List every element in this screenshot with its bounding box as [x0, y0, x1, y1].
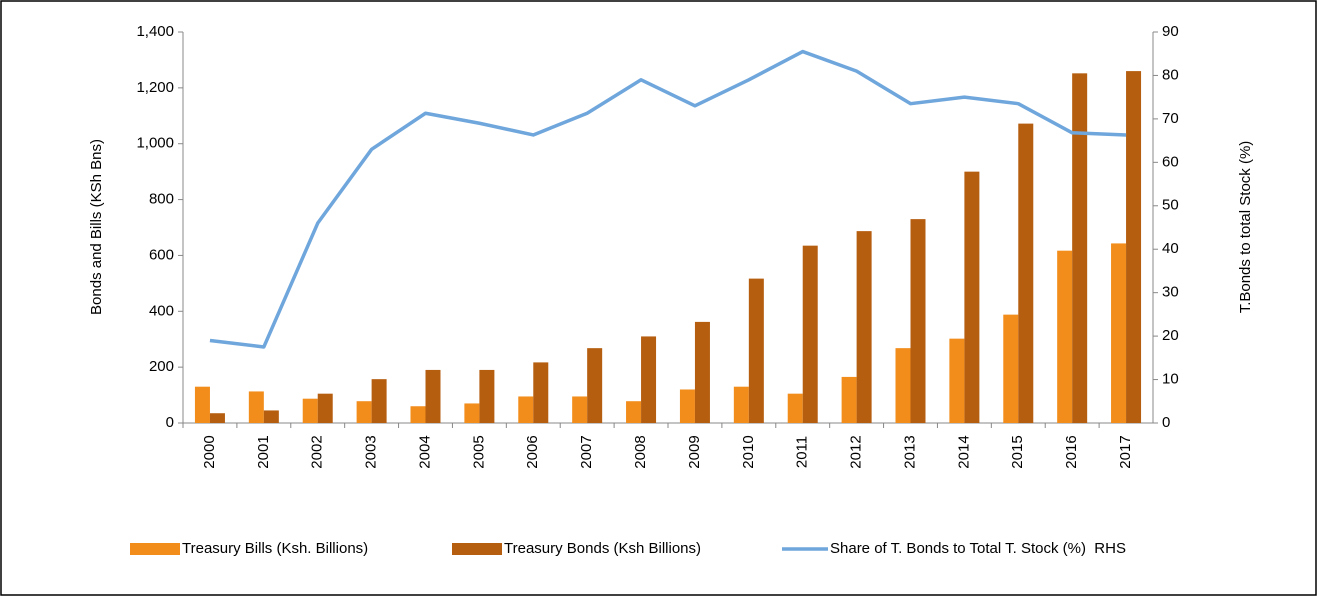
y-tick-label: 1,400: [136, 23, 174, 40]
bar: [856, 231, 872, 423]
y-tick-label: 0: [166, 414, 174, 431]
y2-tick-label: 0: [1162, 414, 1170, 431]
y2-tick-label: 20: [1162, 327, 1179, 344]
bar: [371, 379, 387, 423]
bar: [787, 393, 803, 423]
x-tick-label: 2014: [955, 435, 972, 468]
bar: [641, 336, 657, 423]
bar: [1111, 243, 1127, 423]
bar: [263, 410, 279, 423]
bar: [895, 348, 911, 423]
bar: [910, 219, 926, 423]
x-tick-label: 2016: [1063, 435, 1080, 468]
x-tick-label: 2012: [848, 435, 865, 468]
bar: [1072, 73, 1088, 423]
legend-label: Share of T. Bonds to Total T. Stock (%) …: [830, 540, 1126, 557]
y-tick-label: 1,000: [136, 135, 174, 152]
x-tick-label: 2008: [632, 435, 649, 468]
y-tick-label: 800: [149, 191, 174, 208]
bar: [209, 413, 225, 423]
bar: [1003, 314, 1019, 423]
x-tick-label: 2004: [416, 435, 433, 468]
x-tick-label: 2007: [578, 435, 595, 468]
y2-tick-label: 90: [1162, 23, 1179, 40]
bar: [1126, 71, 1142, 423]
bar: [694, 321, 710, 423]
bar: [626, 401, 642, 423]
bar: [748, 278, 764, 423]
bar: [802, 245, 818, 423]
x-tick-label: 2015: [1009, 435, 1026, 468]
bar: [410, 406, 426, 423]
x-tick-label: 2003: [363, 435, 380, 468]
y2-axis-title: T.Bonds to total Stock (%): [1237, 141, 1254, 314]
y-tick-label: 400: [149, 302, 174, 319]
x-tick-label: 2013: [901, 435, 918, 468]
legend-swatch: [452, 543, 502, 555]
bar: [518, 396, 534, 423]
line: [209, 49, 1127, 349]
bar: [587, 348, 603, 423]
x-tick-label: 2005: [470, 435, 487, 468]
bar: [1018, 123, 1034, 423]
x-tick-label: 2001: [255, 435, 272, 468]
x-tick-label: 2011: [794, 436, 811, 468]
legend-label: Treasury Bonds (Ksh Billions): [504, 540, 701, 557]
y2-tick-label: 80: [1162, 66, 1179, 83]
bar: [464, 403, 480, 423]
bar: [679, 389, 695, 423]
y-tick-label: 1,200: [136, 79, 174, 96]
y2-tick-label: 40: [1162, 240, 1179, 257]
bar: [479, 369, 495, 423]
bar: [1057, 250, 1073, 423]
bar: [356, 401, 372, 423]
legend-label: Treasury Bills (Ksh. Billions): [182, 540, 368, 557]
bar: [302, 398, 318, 423]
y2-tick-label: 50: [1162, 197, 1179, 214]
x-tick-label: 2000: [201, 435, 218, 468]
y-tick-label: 600: [149, 246, 174, 263]
y2-tick-label: 70: [1162, 110, 1179, 127]
bar: [317, 393, 333, 423]
y-axis-title: Bonds and Bills (KSh Bns): [88, 139, 105, 315]
x-tick-label: 2002: [309, 435, 326, 468]
y-tick-label: 200: [149, 358, 174, 375]
bar: [733, 386, 749, 423]
x-tick-label: 2017: [1117, 435, 1134, 468]
y2-tick-label: 10: [1162, 371, 1179, 388]
y2-tick-label: 60: [1162, 153, 1179, 170]
y2-tick-label: 30: [1162, 284, 1179, 301]
bar: [572, 396, 588, 423]
x-tick-label: 2006: [524, 435, 541, 468]
bar: [964, 171, 980, 423]
bar: [841, 376, 857, 423]
bar: [248, 391, 264, 423]
bar: [425, 369, 441, 423]
legend-swatch: [130, 543, 180, 555]
bar: [194, 386, 210, 423]
bar: [533, 362, 549, 423]
bar: [949, 338, 965, 423]
x-tick-label: 2009: [686, 435, 703, 468]
x-tick-label: 2010: [740, 435, 757, 468]
